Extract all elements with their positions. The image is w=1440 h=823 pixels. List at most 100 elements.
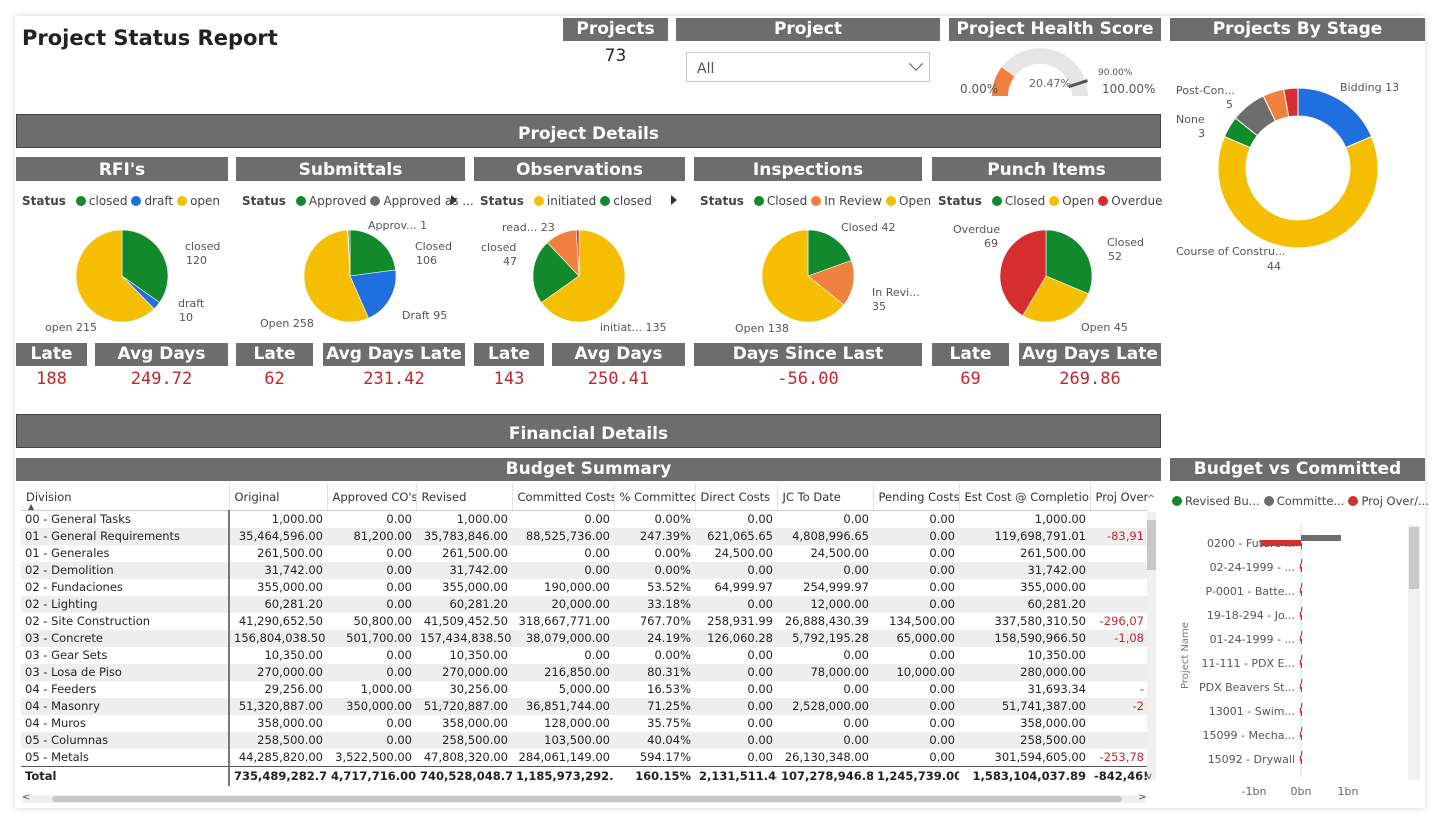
project-dropdown[interactable]: All (686, 52, 930, 82)
table-row[interactable]: 05 - Columnas 258,500.00 0.00 258,500.00 103… (21, 731, 1148, 749)
scroll-left-icon[interactable]: < (22, 792, 31, 803)
pie-slice[interactable] (303, 229, 369, 323)
stage-donut[interactable] (1217, 87, 1379, 249)
column-header[interactable]: % Committed (613, 484, 695, 511)
donut-slice[interactable] (1297, 87, 1373, 149)
pie-slice[interactable] (999, 229, 1047, 317)
pie-slice[interactable] (349, 269, 397, 319)
bvc-bar[interactable] (1301, 615, 1302, 620)
bvc-bar[interactable] (1301, 727, 1303, 732)
submittals-pie[interactable] (303, 229, 397, 323)
bvc-bar[interactable] (1261, 540, 1301, 546)
pie-slice[interactable] (75, 229, 155, 323)
table-scrollbar[interactable] (1147, 512, 1156, 780)
rfi-pie[interactable] (75, 229, 169, 323)
bvc-bar[interactable] (1299, 564, 1301, 569)
column-header[interactable]: Est Cost @ Completion (958, 484, 1090, 511)
donut-slice[interactable] (1283, 87, 1299, 118)
bvc-bar[interactable] (1301, 663, 1302, 668)
budget-table[interactable]: Division Original Approved CO's Revised Comm… (21, 484, 1148, 796)
pie-slice[interactable] (347, 229, 351, 277)
legend-item[interactable]: closed (88, 194, 128, 208)
pie-slice[interactable] (349, 229, 396, 277)
bvc-scrollbar[interactable] (1408, 525, 1420, 780)
legend-item[interactable]: Open (899, 194, 932, 208)
table-row[interactable]: 04 - Feeders 29,256.00 1,000.00 30,256.00 5,… (21, 680, 1148, 698)
table-hscrollbar[interactable] (22, 795, 1146, 803)
bvc-bar[interactable] (1301, 591, 1302, 596)
column-header[interactable]: Original (228, 484, 327, 511)
bvc-bar[interactable] (1299, 708, 1301, 713)
bvc-bar[interactable] (1301, 583, 1303, 588)
legend-item[interactable]: Committe... (1276, 494, 1345, 508)
column-header[interactable]: Revised (415, 484, 512, 511)
bvc-bar[interactable] (1301, 703, 1303, 708)
bvc-bar[interactable] (1301, 679, 1303, 684)
bvc-bar[interactable] (1299, 636, 1301, 641)
sort-ascending-icon[interactable]: ▲ (28, 502, 35, 511)
bvc-bar[interactable] (1301, 639, 1302, 644)
bvc-bar[interactable] (1301, 711, 1302, 716)
bvc-bar[interactable] (1301, 631, 1303, 636)
bvc-bar[interactable] (1299, 588, 1301, 593)
bvc-scroll-thumb[interactable] (1409, 527, 1419, 589)
scroll-down-icon[interactable]: v (1146, 771, 1152, 782)
column-header[interactable]: Direct Costs (694, 484, 777, 511)
table-row[interactable]: 01 - Generales 261,500.00 0.00 261,500.00 0.… (21, 544, 1148, 562)
bvc-bar[interactable] (1299, 756, 1301, 761)
scroll-up-icon[interactable]: ^ (1147, 494, 1156, 505)
legend-next-icon[interactable] (451, 195, 457, 205)
table-row[interactable]: 02 - Fundaciones 355,000.00 0.00 355,000.00… (21, 578, 1148, 596)
pie-slice[interactable] (1045, 229, 1093, 295)
bvc-bar[interactable] (1301, 543, 1302, 549)
bvc-bar[interactable] (1301, 655, 1303, 660)
pie-slice[interactable] (807, 260, 855, 306)
legend-item[interactable]: closed (613, 194, 652, 208)
legend-next-icon[interactable] (671, 195, 677, 205)
table-row[interactable]: 05 - Metals 44,285,820.00 3,522,500.00 47,8… (21, 748, 1148, 766)
legend-item[interactable]: In Review (824, 194, 882, 208)
table-row[interactable]: 00 - General Tasks 1,000.00 0.00 1,000.00 0.… (21, 510, 1148, 528)
pie-slice[interactable] (761, 229, 845, 323)
table-row[interactable]: 02 - Lighting 60,281.20 0.00 60,281.20 20,00… (21, 595, 1148, 613)
table-row[interactable]: 01 - General Requirements 35,464,596.00 81… (21, 527, 1148, 545)
legend-item[interactable]: Overdue (1111, 194, 1163, 208)
legend-item[interactable]: Approved (308, 194, 367, 208)
legend-item[interactable]: initiated (546, 194, 597, 208)
legend-item[interactable]: Revised Bu... (1185, 494, 1260, 508)
column-header[interactable]: Approved CO's (326, 484, 416, 511)
column-header[interactable]: Proj Over... (1089, 484, 1148, 511)
bvc-bar[interactable] (1299, 612, 1301, 617)
table-row[interactable]: 03 - Concrete 156,804,038.50 501,700.00 157… (21, 629, 1148, 647)
bvc-bar[interactable] (1301, 559, 1303, 564)
chevron-down-icon[interactable] (908, 56, 924, 71)
bvc-bar[interactable] (1301, 567, 1302, 572)
table-row[interactable]: 02 - Site Construction 41,290,652.50 50,80… (21, 612, 1148, 630)
bvc-bar[interactable] (1301, 607, 1303, 612)
pie-slice[interactable] (1022, 275, 1089, 323)
scroll-right-icon[interactable]: > (1138, 792, 1147, 803)
pie-slice[interactable] (532, 242, 580, 303)
inspections-pie[interactable] (761, 229, 855, 323)
observations-pie[interactable] (532, 229, 626, 323)
table-row[interactable]: 03 - Gear Sets 10,350.00 0.00 10,350.00 0.00… (21, 646, 1148, 664)
pie-slice[interactable] (541, 229, 626, 323)
table-row[interactable]: 02 - Demolition 31,742.00 0.00 31,742.00 0.0… (21, 561, 1148, 579)
legend-item[interactable]: Closed (1004, 194, 1046, 208)
bvc-bar[interactable] (1301, 751, 1303, 756)
column-header[interactable]: Division (21, 484, 229, 511)
pie-slice[interactable] (575, 229, 580, 277)
donut-slice[interactable] (1217, 135, 1379, 249)
bvc-bar[interactable] (1299, 732, 1301, 737)
bvc-bar[interactable] (1299, 660, 1301, 665)
pie-slice[interactable] (807, 229, 852, 277)
table-row[interactable]: 03 - Losa de Piso 270,000.00 0.00 270,000.0… (21, 663, 1148, 681)
pie-slice[interactable] (121, 229, 169, 303)
punch-pie[interactable] (999, 229, 1093, 323)
table-row[interactable]: 04 - Masonry 51,320,887.00 350,000.00 51,72… (21, 697, 1148, 715)
table-scroll-thumb[interactable] (1147, 520, 1156, 570)
legend-item[interactable]: open (190, 194, 221, 208)
legend-item[interactable]: Proj Over/... (1361, 494, 1430, 508)
legend-item[interactable]: Open (1062, 194, 1095, 208)
column-header[interactable]: Pending Costs (872, 484, 959, 511)
